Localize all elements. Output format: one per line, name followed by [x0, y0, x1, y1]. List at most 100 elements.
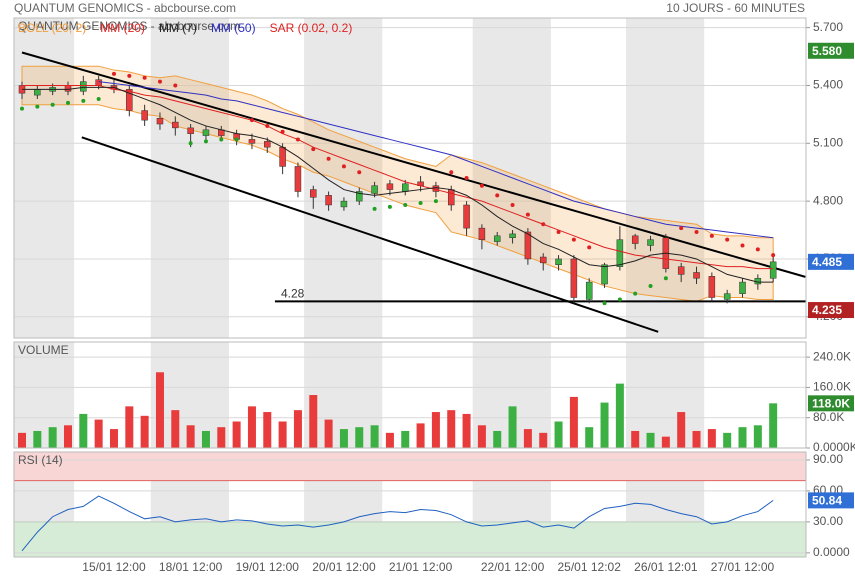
candle-body	[248, 139, 256, 144]
candle-body	[202, 129, 210, 136]
candle-body	[601, 264, 608, 285]
x-tick-label: 22/01 12:00	[481, 560, 545, 574]
candle-body	[156, 117, 164, 125]
chart-subtitle: 10 JOURS - 60 MINUTES	[666, 1, 805, 15]
sar-dot	[617, 297, 622, 302]
volume-bar	[646, 432, 655, 448]
volume-bar	[615, 383, 624, 448]
volume-bar	[493, 430, 502, 448]
x-tick-label: 25/01 12:02	[558, 560, 622, 574]
candle-body	[64, 85, 72, 92]
day-shade	[626, 342, 705, 448]
volume-bar	[431, 412, 440, 448]
sar-dot	[541, 222, 546, 227]
y-tick-label: 80.0K	[813, 410, 844, 424]
legend-entry: MM (20)	[100, 21, 145, 35]
sar-dot	[663, 276, 668, 281]
sar-dot	[280, 129, 285, 134]
volume-bar	[508, 406, 517, 448]
volume-bar	[109, 429, 118, 448]
sar-dot	[418, 201, 423, 206]
sar-dot	[372, 206, 377, 211]
volume-bar	[692, 430, 701, 448]
candle-body	[677, 266, 685, 275]
candle-body	[310, 189, 317, 198]
volume-bar	[477, 425, 486, 448]
candle-body	[80, 81, 87, 92]
indicator-line	[22, 84, 774, 270]
volume-bar	[569, 396, 578, 448]
value-marker	[808, 302, 854, 319]
candle-body	[386, 183, 394, 190]
volume-bar	[753, 425, 762, 448]
volume-bar	[523, 429, 532, 448]
sar-dot	[188, 141, 193, 146]
value-marker	[808, 42, 854, 59]
overbought-zone	[14, 452, 806, 481]
sar-dot	[157, 79, 162, 84]
y-tick-label: 0.0000	[813, 545, 850, 559]
candle-body	[126, 89, 133, 111]
candle-body	[493, 235, 501, 242]
volume-bar	[201, 430, 210, 448]
volume-bar	[324, 419, 333, 448]
sar-dot	[265, 123, 270, 128]
sar-dot	[249, 118, 254, 123]
y-tick-label: 240.0K	[813, 349, 851, 363]
sar-dot	[571, 237, 576, 242]
sar-dot	[602, 301, 607, 306]
sar-dot	[510, 202, 515, 207]
x-tick-label: 18/01 12:00	[159, 560, 223, 574]
volume-bar	[370, 425, 379, 448]
panel-border	[13, 451, 807, 558]
value-marker-label: 4.235	[812, 303, 842, 317]
indicator-line	[98, 81, 774, 239]
panel-title: QUANTUM GENOMICS - abcbourse.com	[18, 19, 240, 33]
sar-dot	[633, 291, 638, 296]
sar-dot	[20, 106, 24, 111]
sar-dot	[341, 164, 346, 169]
volume-bar	[355, 427, 364, 448]
sar-dot	[648, 283, 653, 288]
sar-dot	[81, 98, 86, 103]
sar-dot	[556, 229, 561, 234]
volume-bar	[263, 412, 272, 448]
sar-dot	[203, 139, 208, 144]
sar-dot	[495, 193, 500, 198]
sar-dot	[525, 212, 530, 217]
value-marker-label: 4.485	[812, 255, 842, 269]
sar-dot	[387, 204, 392, 209]
sar-dot	[464, 176, 469, 180]
day-shade	[626, 18, 705, 338]
volume-bar	[707, 429, 716, 448]
candle-body	[769, 261, 777, 279]
bollinger-band	[21, 65, 774, 302]
value-marker-label: 118.0K	[812, 397, 850, 411]
panel-border	[13, 341, 807, 449]
panel-title: VOLUME	[18, 343, 69, 357]
sar-dot	[127, 73, 132, 78]
candle-body	[402, 183, 409, 192]
sar-dot	[96, 96, 101, 101]
volume-bar	[723, 432, 732, 448]
volume-bar	[385, 432, 394, 448]
volume-bar	[79, 413, 88, 448]
x-tick-label: 26/01 12:01	[634, 560, 698, 574]
candle-body	[539, 256, 547, 264]
panel-title: RSI (14)	[18, 453, 63, 467]
x-tick-label: 20/01 12:00	[312, 560, 376, 574]
volume-bar	[33, 430, 42, 448]
candle-body	[172, 121, 179, 129]
candle-body	[524, 231, 532, 260]
y-tick-label: 5.100	[813, 135, 843, 149]
sar-dot	[35, 104, 40, 109]
volume-bar	[140, 415, 149, 448]
y-tick-label: 30.00	[813, 514, 843, 528]
sar-dot	[234, 137, 239, 142]
value-marker	[808, 253, 854, 270]
value-marker	[808, 492, 854, 509]
sar-dot	[403, 202, 408, 207]
volume-bar	[18, 432, 26, 448]
x-tick-label: 19/01 12:00	[236, 560, 300, 574]
